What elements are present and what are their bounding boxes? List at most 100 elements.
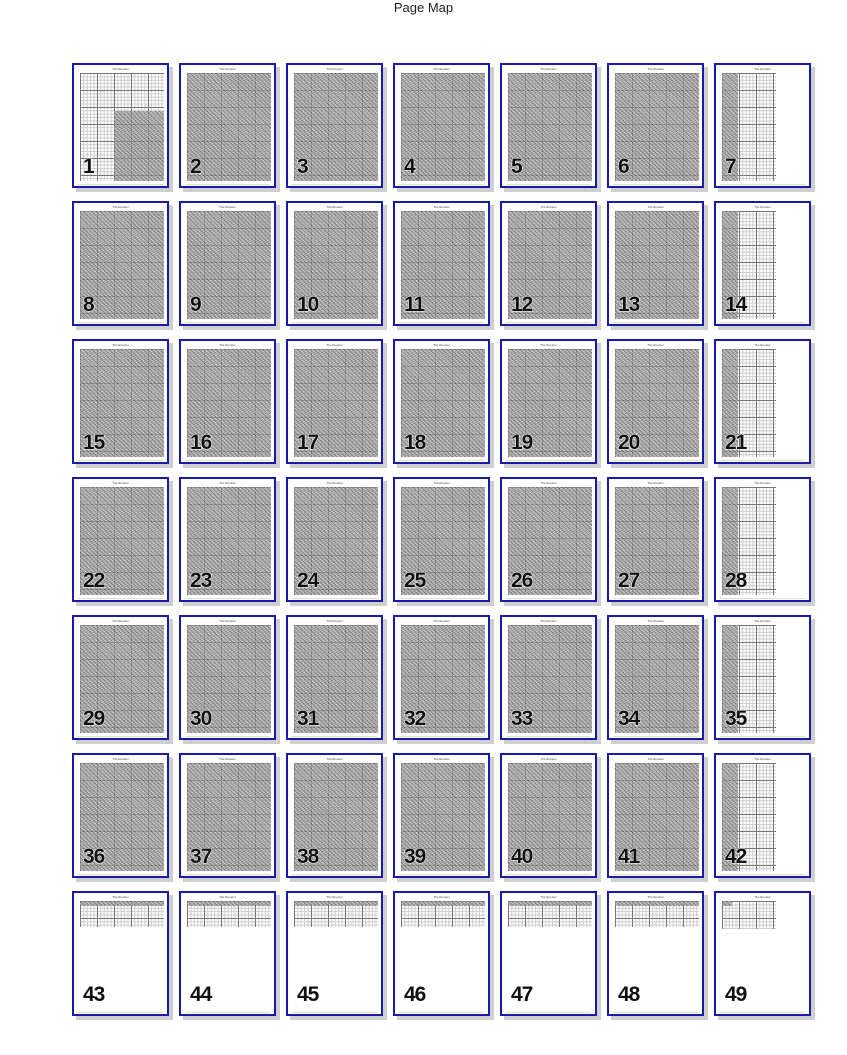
page-thumbnail[interactable]: The Rooster 18 xyxy=(393,339,490,464)
chart-grid xyxy=(294,901,378,927)
page-thumbnail[interactable]: The Rooster 49 xyxy=(714,891,811,1016)
stitch-area xyxy=(80,349,164,457)
page-footer xyxy=(399,598,484,599)
page-thumbnail[interactable]: The Rooster 46 xyxy=(393,891,490,1016)
thumbnail-title: The Rooster xyxy=(219,343,236,347)
page-number: 29 xyxy=(82,707,105,731)
page-thumbnail[interactable]: The Rooster 42 xyxy=(714,753,811,878)
stitch-area xyxy=(401,349,485,457)
chart-grid xyxy=(401,625,485,733)
page-number: 13 xyxy=(617,293,640,317)
page-thumbnail[interactable]: The Rooster 20 xyxy=(607,339,704,464)
thumbnail-title: The Rooster xyxy=(112,619,129,623)
thumbnail-title: The Rooster xyxy=(647,895,664,899)
page-thumbnail[interactable]: The Rooster 29 xyxy=(72,615,169,740)
page-thumbnail[interactable]: The Rooster 2 xyxy=(179,63,276,188)
stitch-area xyxy=(187,487,271,595)
chart-grid xyxy=(722,625,777,733)
page-thumbnail[interactable]: The Rooster 9 xyxy=(179,201,276,326)
chart-grid xyxy=(401,211,485,319)
page-footer xyxy=(185,184,270,185)
page-thumbnail[interactable]: The Rooster 31 xyxy=(286,615,383,740)
page-thumbnail[interactable]: The Rooster 27 xyxy=(607,477,704,602)
page-thumbnail[interactable]: The Rooster 11 xyxy=(393,201,490,326)
page-thumbnail[interactable]: The Rooster 6 xyxy=(607,63,704,188)
thumbnail-title: The Rooster xyxy=(754,205,771,209)
page-thumbnail[interactable]: The Rooster 7 xyxy=(714,63,811,188)
page-footer xyxy=(613,1012,698,1013)
chart-grid xyxy=(80,487,164,595)
page-thumbnail[interactable]: The Rooster 48 xyxy=(607,891,704,1016)
chart-grid xyxy=(508,625,592,733)
page-footer xyxy=(292,598,377,599)
page-thumbnail[interactable]: The Rooster 28 xyxy=(714,477,811,602)
chart-grid xyxy=(722,901,777,930)
page-footer xyxy=(506,874,591,875)
stitch-area xyxy=(401,211,485,319)
page-number: 17 xyxy=(296,431,319,455)
page-thumbnail[interactable]: The Rooster 24 xyxy=(286,477,383,602)
page-thumbnail[interactable]: The Rooster 3 xyxy=(286,63,383,188)
page-thumbnail[interactable]: The Rooster 34 xyxy=(607,615,704,740)
page-thumbnail[interactable]: The Rooster 43 xyxy=(72,891,169,1016)
page-footer xyxy=(720,184,805,185)
page-number: 37 xyxy=(189,845,212,869)
thumbnail-title: The Rooster xyxy=(112,481,129,485)
page-thumbnail[interactable]: The Rooster 14 xyxy=(714,201,811,326)
page-number: 30 xyxy=(189,707,212,731)
page-thumbnail[interactable]: The Rooster 13 xyxy=(607,201,704,326)
page-thumbnail[interactable]: The Rooster 33 xyxy=(500,615,597,740)
page-number: 18 xyxy=(403,431,426,455)
page-footer xyxy=(613,460,698,461)
page-thumbnail[interactable]: The Rooster 39 xyxy=(393,753,490,878)
page-thumbnail[interactable]: The Rooster 32 xyxy=(393,615,490,740)
page-thumbnail[interactable]: The Rooster 30 xyxy=(179,615,276,740)
page-footer xyxy=(720,874,805,875)
stitch-area xyxy=(187,901,271,906)
stitch-area xyxy=(80,625,164,733)
page-footer xyxy=(720,322,805,323)
page-thumbnail[interactable]: The Rooster 22 xyxy=(72,477,169,602)
page-thumbnail[interactable]: The Rooster 47 xyxy=(500,891,597,1016)
page-number: 15 xyxy=(82,431,105,455)
page-footer xyxy=(506,322,591,323)
page-footer xyxy=(185,874,270,875)
page-number: 5 xyxy=(511,155,524,179)
page-thumbnail[interactable]: The Rooster 12 xyxy=(500,201,597,326)
page-thumbnail[interactable]: The Rooster 21 xyxy=(714,339,811,464)
stitch-area xyxy=(187,625,271,733)
page-thumbnail[interactable]: The Rooster 10 xyxy=(286,201,383,326)
page-thumbnail[interactable]: The Rooster 15 xyxy=(72,339,169,464)
page-thumbnail[interactable]: The Rooster 19 xyxy=(500,339,597,464)
page-thumbnail[interactable]: The Rooster 36 xyxy=(72,753,169,878)
stitch-area xyxy=(722,625,739,733)
page-thumbnail[interactable]: The Rooster 16 xyxy=(179,339,276,464)
page-thumbnail[interactable]: The Rooster 35 xyxy=(714,615,811,740)
page-thumbnail[interactable]: The Rooster 17 xyxy=(286,339,383,464)
stitch-area xyxy=(294,349,378,457)
chart-grid xyxy=(722,73,777,181)
page-thumbnail[interactable]: The Rooster 40 xyxy=(500,753,597,878)
page-thumbnail[interactable]: The Rooster 44 xyxy=(179,891,276,1016)
page-thumbnail[interactable]: The Rooster 23 xyxy=(179,477,276,602)
stitch-area xyxy=(187,73,271,181)
page-thumbnail[interactable]: The Rooster 26 xyxy=(500,477,597,602)
page-thumbnail[interactable]: The Rooster 1 xyxy=(72,63,169,188)
page-footer xyxy=(78,184,163,185)
page-thumbnail[interactable]: The Rooster 45 xyxy=(286,891,383,1016)
thumbnail-title: The Rooster xyxy=(326,67,343,71)
page-thumbnail[interactable]: The Rooster 25 xyxy=(393,477,490,602)
page-number: 45 xyxy=(296,983,319,1007)
page-number: 44 xyxy=(189,983,212,1007)
stitch-area xyxy=(113,110,164,181)
page-thumbnail[interactable]: The Rooster 37 xyxy=(179,753,276,878)
page-thumbnail[interactable]: The Rooster 4 xyxy=(393,63,490,188)
chart-grid xyxy=(615,901,699,927)
page-thumbnail[interactable]: The Rooster 41 xyxy=(607,753,704,878)
page-thumbnail[interactable]: The Rooster 5 xyxy=(500,63,597,188)
page-thumbnail[interactable]: The Rooster 8 xyxy=(72,201,169,326)
stitch-area xyxy=(508,73,592,181)
thumbnail-title: The Rooster xyxy=(433,205,450,209)
page-footer xyxy=(292,1012,377,1013)
page-thumbnail[interactable]: The Rooster 38 xyxy=(286,753,383,878)
